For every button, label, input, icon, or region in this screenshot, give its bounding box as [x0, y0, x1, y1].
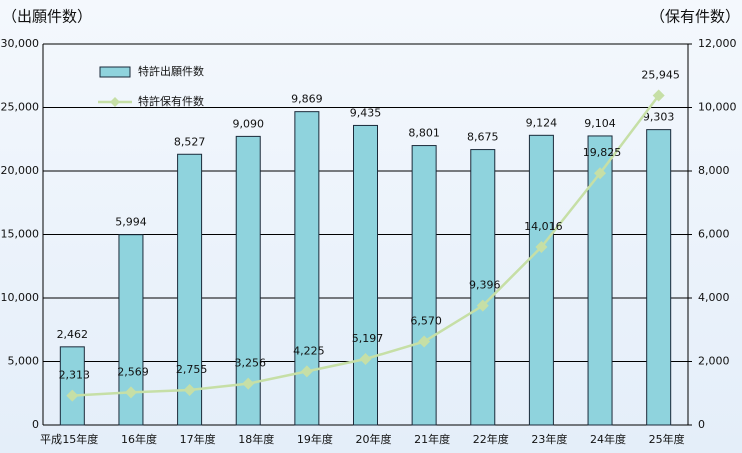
bar-value-label: 9,090 [232, 117, 264, 130]
line-value-label: 19,825 [583, 146, 622, 159]
y2-axis-title: （保有件数） [650, 8, 740, 26]
bar-value-label: 8,801 [408, 127, 440, 140]
x-tick-label: 18年度 [238, 432, 274, 446]
bar [59, 346, 85, 426]
bar [587, 135, 613, 426]
era-label: 平成 [40, 433, 62, 446]
y-axis-title: （出願件数） [2, 8, 92, 26]
bar [646, 129, 672, 426]
bar-value-label: 9,104 [584, 117, 616, 130]
bar-value-label: 9,303 [643, 111, 675, 124]
x-tick-label: 25年度 [649, 432, 685, 446]
line-value-label: 9,396 [469, 279, 501, 292]
x-tick-label: 22年度 [473, 432, 509, 446]
x-tick-label: 15年度 [62, 432, 98, 446]
y2-tick-label: 0 [698, 418, 705, 431]
legend-label: 特許保有件数 [138, 94, 204, 108]
legend-label: 特許出願件数 [138, 64, 204, 78]
line-value-label: 2,313 [59, 369, 91, 382]
line-marker [66, 389, 79, 402]
y2-tick-label: 8,000 [698, 164, 730, 177]
y-tick-label: 10,000 [1, 291, 40, 304]
y-tick-label: 25,000 [1, 101, 40, 114]
line-marker [359, 352, 372, 365]
line-marker [652, 89, 665, 102]
x-tick-label: 20年度 [356, 432, 392, 446]
line-marker [300, 365, 313, 378]
bar-value-label: 9,435 [350, 106, 382, 119]
line-value-label: 14,016 [524, 220, 563, 233]
bar-value-label: 2,462 [57, 328, 89, 341]
bar [528, 134, 554, 426]
bar-value-label: 5,994 [115, 216, 147, 229]
x-tick-label: 21年度 [414, 432, 450, 446]
bar-value-label: 9,869 [291, 93, 323, 106]
line-value-label: 5,197 [352, 332, 384, 345]
line-marker [535, 240, 548, 253]
y-tick-label: 15,000 [1, 228, 40, 241]
bar-value-label: 9,124 [526, 116, 558, 129]
bar [294, 111, 320, 426]
line-value-label: 2,755 [176, 363, 208, 376]
x-tick-label: 16年度 [121, 432, 157, 446]
bar [177, 153, 203, 426]
y-tick-label: 0 [32, 418, 39, 431]
y2-tick-label: 4,000 [698, 291, 730, 304]
x-tick-label: 19年度 [297, 432, 333, 446]
y-tick-label: 5,000 [8, 355, 40, 368]
bar [411, 145, 437, 426]
line-value-label: 4,225 [293, 344, 325, 357]
bar [353, 124, 378, 426]
line-value-label: 2,569 [117, 365, 149, 378]
legend-swatch [99, 66, 131, 78]
y2-tick-label: 2,000 [698, 355, 730, 368]
line-marker [418, 335, 431, 348]
line-marker [124, 386, 137, 399]
y2-tick-label: 12,000 [698, 37, 737, 50]
legend-marker [110, 97, 120, 107]
x-tick-label: 24年度 [590, 432, 626, 446]
bar [235, 135, 261, 426]
line-value-label: 3,256 [234, 357, 266, 370]
line-marker [594, 167, 607, 180]
bar-value-label: 8,527 [174, 135, 206, 148]
line-marker [242, 377, 255, 390]
line-marker [183, 384, 196, 397]
x-tick-label: 17年度 [180, 432, 216, 446]
y-tick-label: 20,000 [1, 164, 40, 177]
y-tick-label: 30,000 [1, 37, 40, 50]
y2-tick-label: 10,000 [698, 101, 737, 114]
line-marker [476, 299, 489, 312]
bar [470, 149, 496, 426]
bar-value-label: 8,675 [467, 131, 499, 144]
line-value-label: 25,945 [641, 68, 680, 81]
line-value-label: 6,570 [410, 315, 442, 328]
y2-tick-label: 6,000 [698, 228, 730, 241]
x-tick-label: 23年度 [531, 432, 567, 446]
